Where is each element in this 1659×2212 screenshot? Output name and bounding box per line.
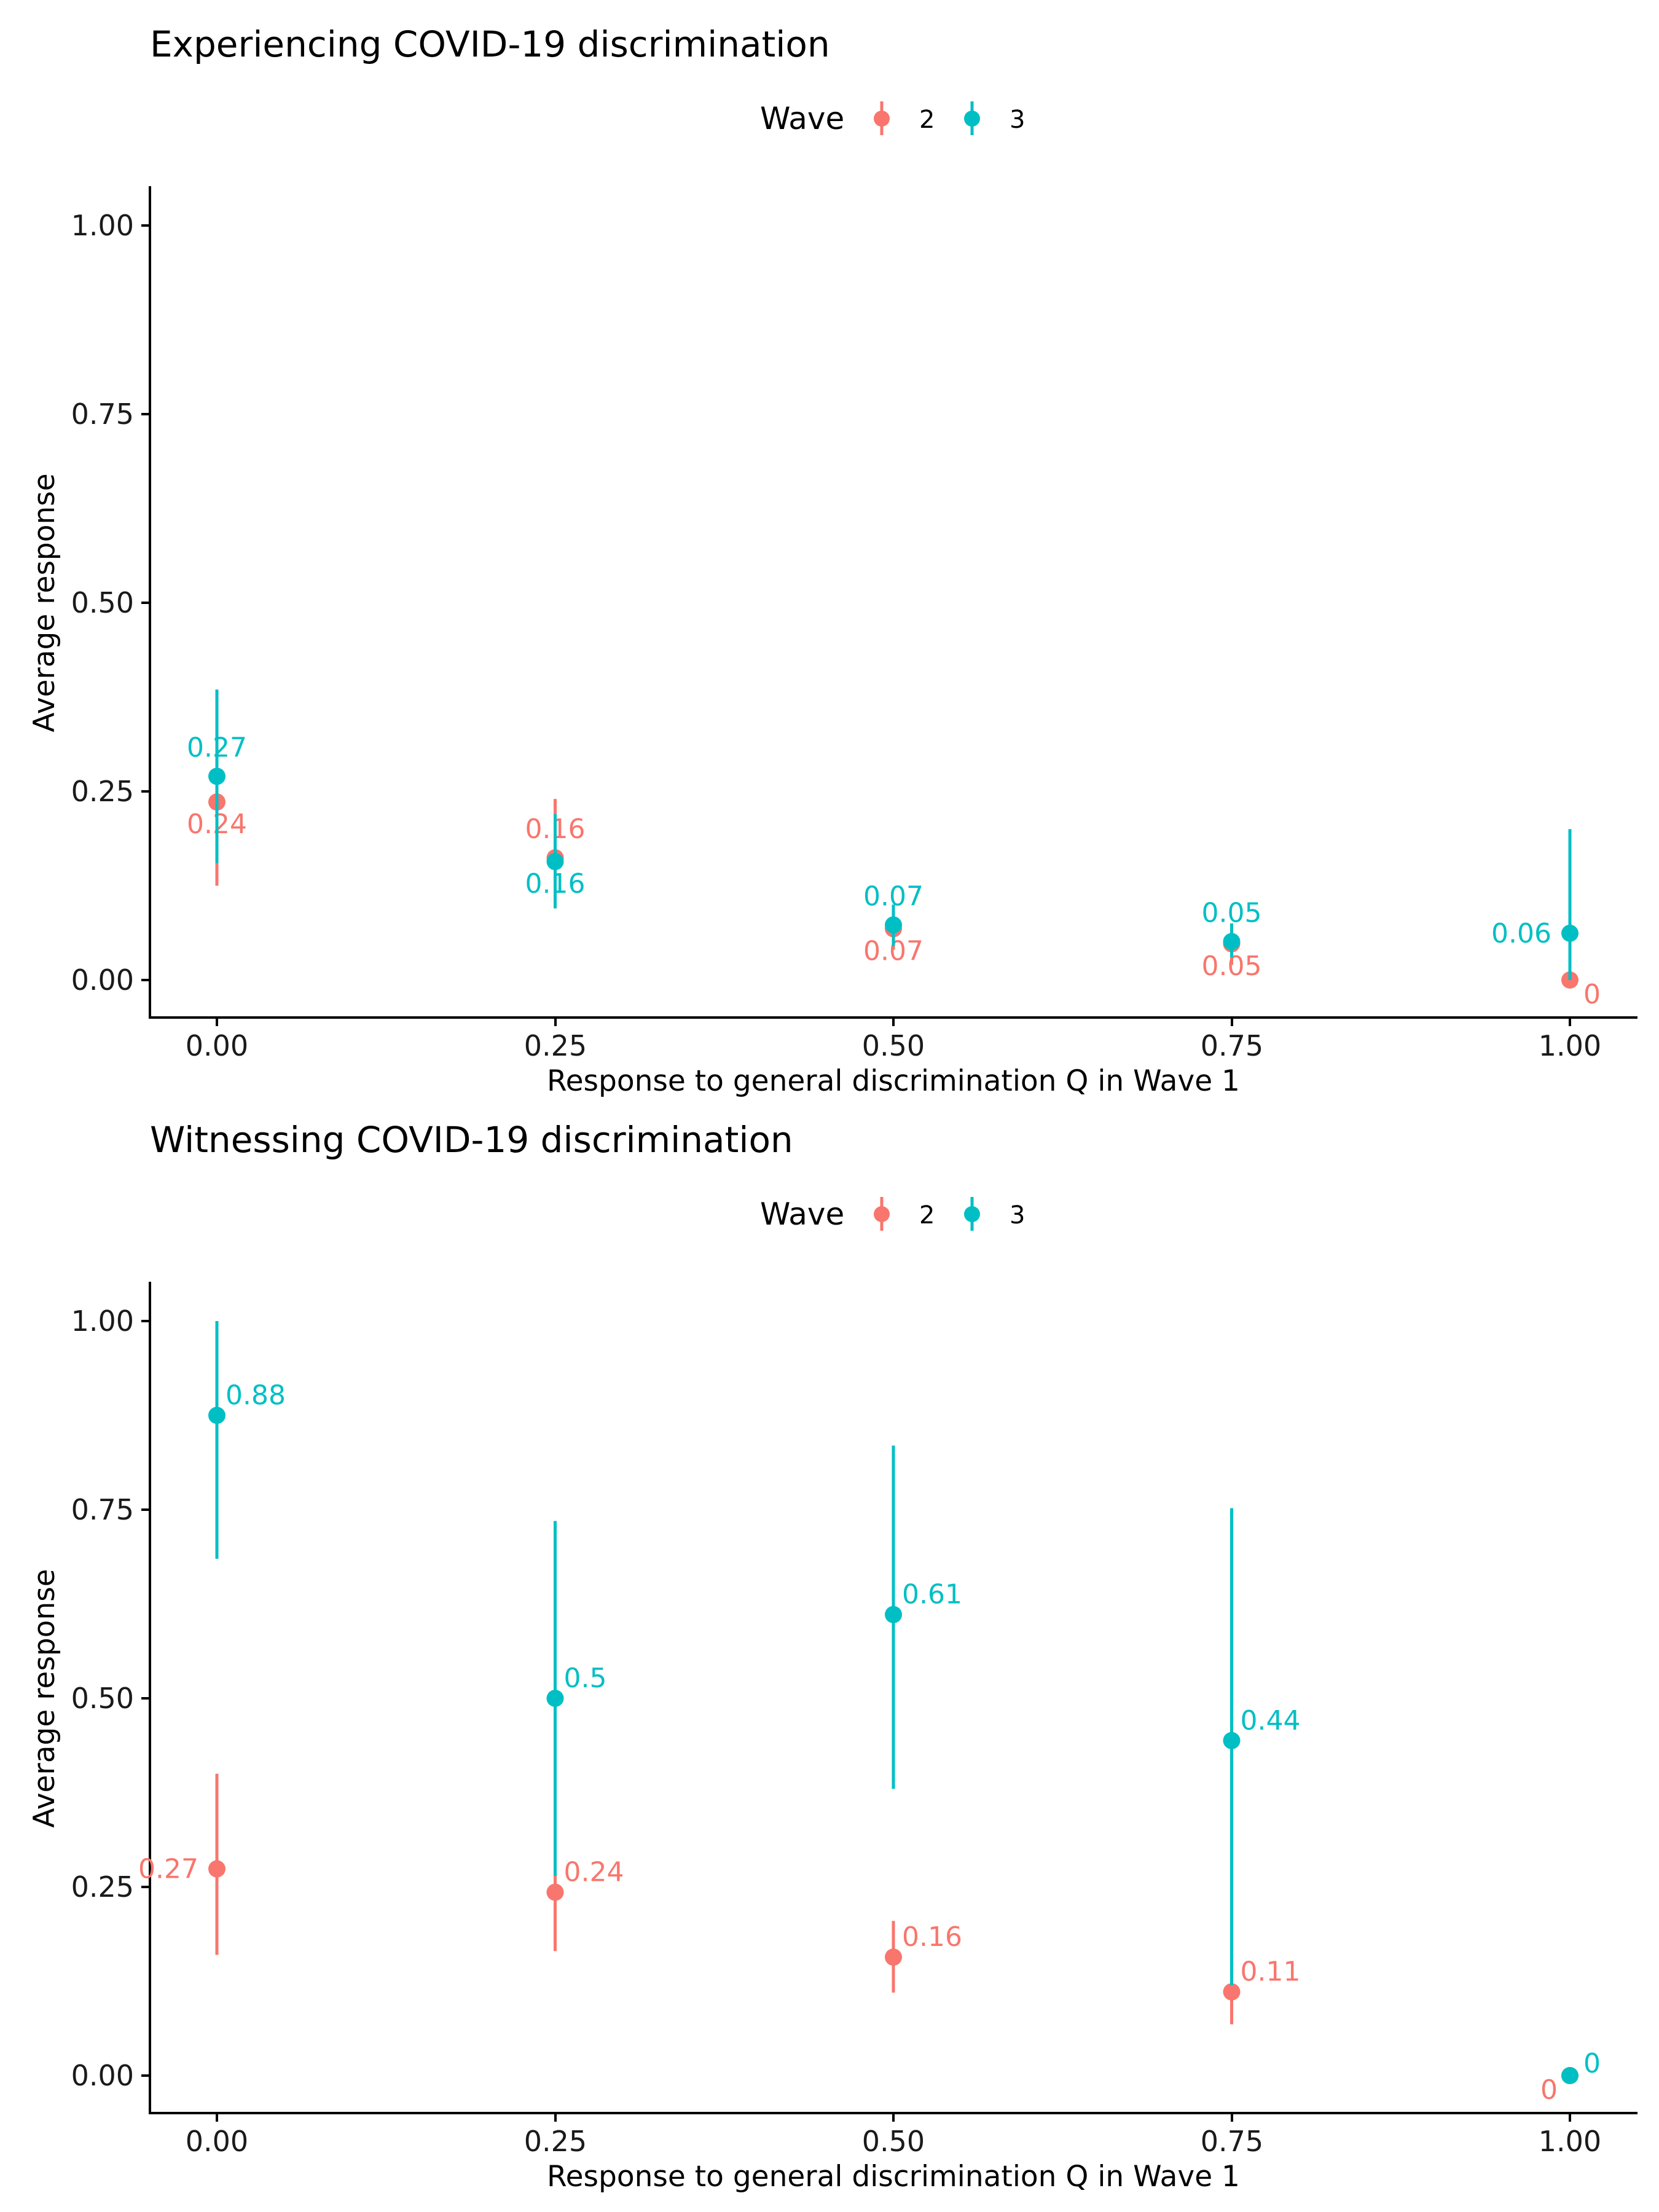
x-axis-label: Response to general discrimination Q in … — [547, 1064, 1240, 1098]
legend-entry-wave-3: 3 — [1010, 1201, 1025, 1230]
data-label: 0.16 — [525, 868, 586, 900]
series-wave-3: 0.88 0.5 0.61 0.44 0 — [208, 1321, 1601, 2084]
legend-entry-wave-2: 2 — [919, 106, 935, 134]
y-tick-label: 0.75 — [71, 1493, 134, 1526]
y-tick-label: 0.50 — [71, 586, 134, 619]
data-label: 0.05 — [1202, 897, 1262, 928]
data-label: 0 — [1583, 979, 1601, 1010]
data-point — [1223, 1983, 1241, 2001]
x-tick-label: 0.00 — [186, 2125, 248, 2158]
x-tick-label: 1.00 — [1539, 2125, 1601, 2158]
y-tick-label: 0.00 — [71, 2059, 134, 2092]
chart-title: Witnessing COVID-19 discrimination — [150, 1119, 793, 1161]
data-point — [546, 1690, 564, 1707]
data-point — [1561, 2067, 1579, 2084]
y-ticks: 0.00 0.25 0.50 0.75 1.00 — [71, 209, 150, 997]
data-point — [885, 1606, 902, 1623]
data-point — [1223, 933, 1241, 951]
panel-experiencing: Experiencing COVID-19 discrimination Wav… — [28, 23, 1637, 1098]
data-point — [1561, 924, 1579, 942]
data-point — [546, 1883, 564, 1901]
legend-key-wave-3-dot — [964, 1206, 980, 1222]
y-tick-label: 0.75 — [71, 398, 134, 431]
data-label: 0.16 — [902, 1921, 962, 1953]
data-point — [208, 767, 226, 785]
x-tick-label: 0.00 — [186, 1029, 248, 1062]
data-point — [546, 853, 564, 871]
y-axis-label: Average response — [28, 1569, 61, 1827]
y-tick-label: 1.00 — [71, 209, 134, 242]
data-label: 0.61 — [902, 1579, 962, 1610]
data-label: 0.44 — [1241, 1705, 1301, 1736]
data-point — [885, 1948, 902, 1966]
data-label: 0.06 — [1491, 918, 1551, 949]
data-label: 0.5 — [564, 1663, 607, 1694]
legend: Wave 2 3 — [760, 1196, 1025, 1232]
x-tick-label: 0.75 — [1201, 2125, 1263, 2158]
data-point — [1223, 1732, 1241, 1749]
data-point — [208, 1860, 226, 1878]
y-tick-label: 0.50 — [71, 1682, 134, 1715]
chart-title: Experiencing COVID-19 discrimination — [150, 23, 830, 65]
x-tick-label: 0.25 — [524, 2125, 587, 2158]
data-label: 0.11 — [1241, 1956, 1301, 1988]
data-label: 0.27 — [138, 1854, 198, 1885]
x-tick-label: 0.50 — [862, 1029, 925, 1062]
panel-witnessing: Witnessing COVID-19 discrimination Wave … — [28, 1119, 1637, 2194]
data-point — [208, 1406, 226, 1424]
y-tick-label: 1.00 — [71, 1304, 134, 1338]
x-ticks: 0.00 0.25 0.50 0.75 1.00 — [186, 1018, 1601, 1062]
x-ticks: 0.00 0.25 0.50 0.75 1.00 — [186, 2113, 1601, 2158]
legend: Wave 2 3 — [760, 101, 1025, 136]
y-tick-label: 0.25 — [71, 1870, 134, 1904]
legend-title: Wave — [760, 101, 844, 136]
data-label: 0.07 — [863, 880, 924, 912]
series-wave-2: 0.27 0.24 0.16 0.11 0 — [138, 1773, 1579, 2106]
y-tick-label: 0.25 — [71, 775, 134, 808]
data-label: 0 — [1540, 2074, 1558, 2106]
legend-key-wave-2-dot — [874, 111, 890, 127]
y-tick-label: 0.00 — [71, 963, 134, 997]
x-tick-label: 0.75 — [1201, 1029, 1263, 1062]
x-axis-label: Response to general discrimination Q in … — [547, 2160, 1240, 2194]
x-tick-label: 0.50 — [862, 2125, 925, 2158]
x-tick-label: 0.25 — [524, 1029, 587, 1062]
data-label: 0.24 — [564, 1857, 624, 1888]
data-label: 0.88 — [226, 1380, 286, 1411]
legend-key-wave-3-dot — [964, 111, 980, 127]
legend-entry-wave-2: 2 — [919, 1201, 935, 1230]
x-tick-label: 1.00 — [1539, 1029, 1601, 1062]
legend-title: Wave — [760, 1196, 844, 1232]
legend-entry-wave-3: 3 — [1010, 106, 1025, 134]
data-marks: 0.27 0.24 0.16 0.11 0 0.88 0.5 0.61 0.44 0 — [138, 1321, 1601, 2106]
legend-key-wave-2-dot — [874, 1206, 890, 1222]
y-ticks: 0.00 0.25 0.50 0.75 1.00 — [71, 1304, 150, 2092]
data-point — [885, 916, 902, 934]
y-axis-label: Average response — [28, 473, 61, 732]
series-wave-3: 0.27 0.16 0.07 0.05 0.06 — [187, 689, 1579, 980]
data-label: 0 — [1583, 2048, 1601, 2079]
data-label: 0.27 — [187, 732, 247, 763]
